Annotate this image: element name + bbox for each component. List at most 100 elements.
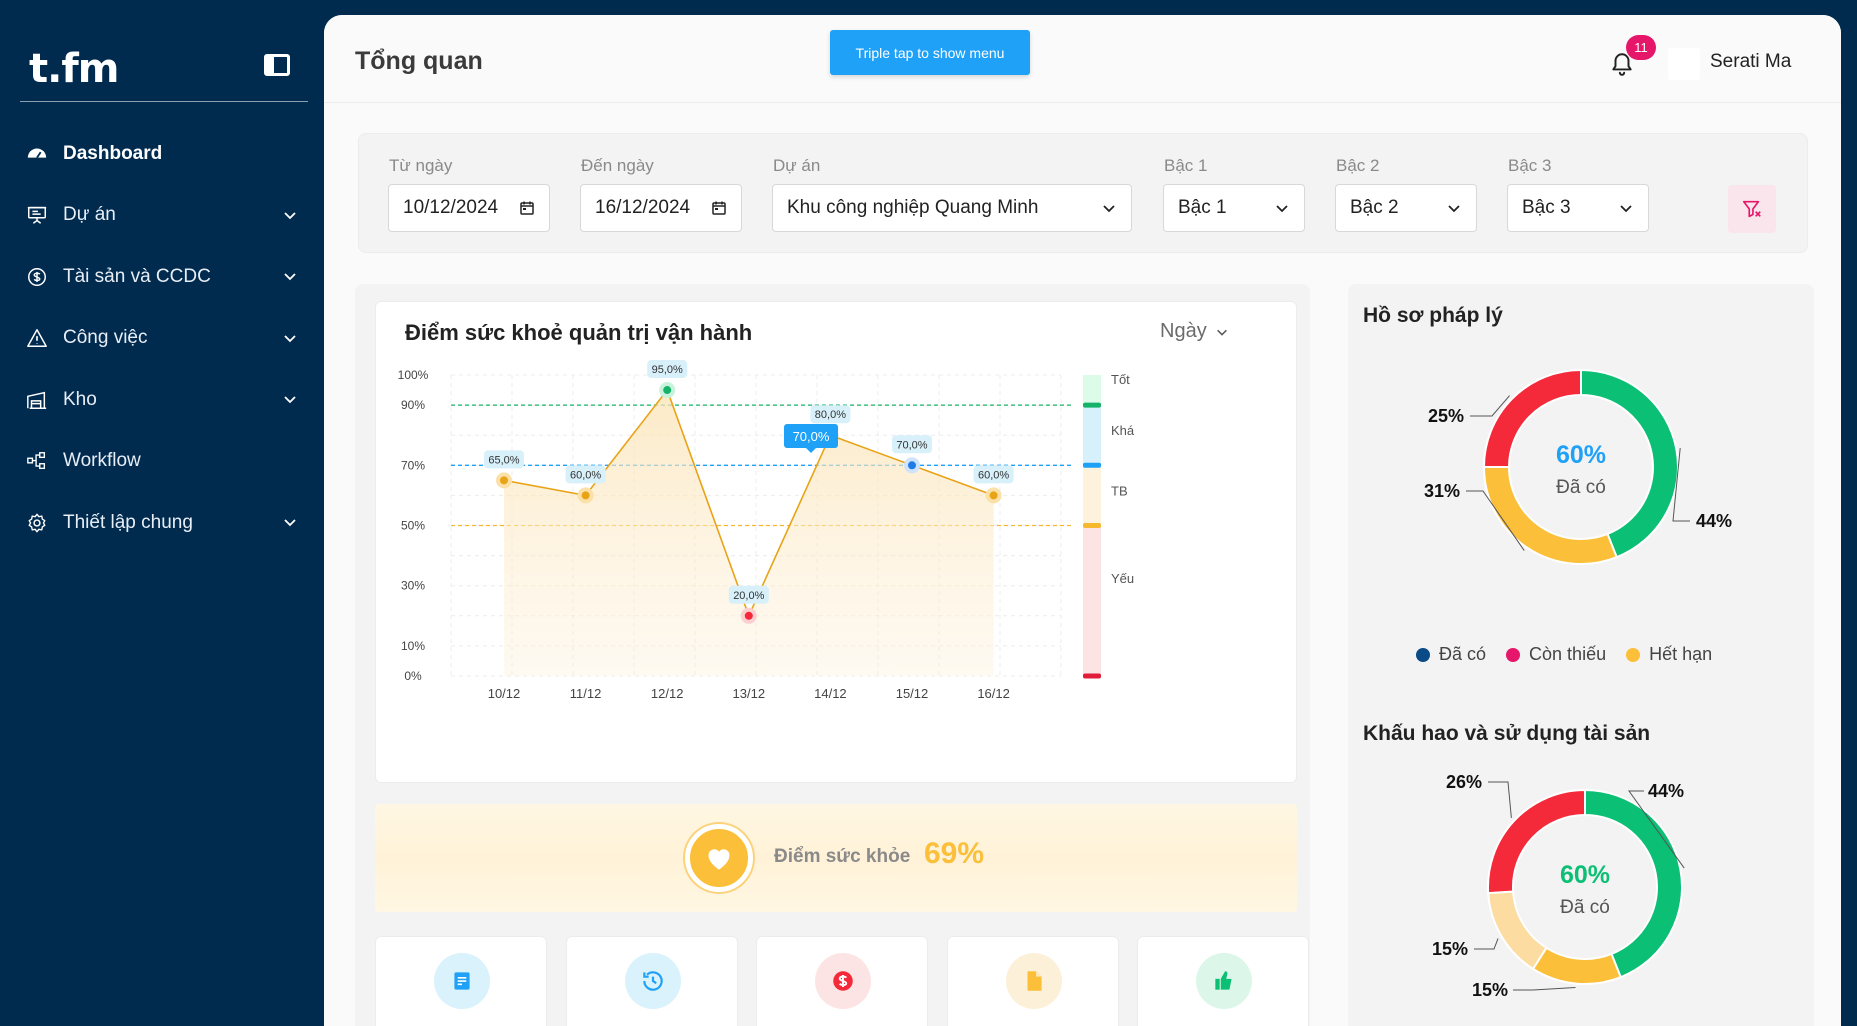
kpi-card[interactable] <box>756 936 928 1026</box>
sidebar-header: t.fm <box>20 30 308 102</box>
notification-badge: 11 <box>1626 35 1656 60</box>
data-label-bg <box>728 585 769 604</box>
data-label-bg <box>647 360 688 379</box>
avatar[interactable] <box>1668 48 1700 80</box>
donut-center-value: 60% <box>1560 861 1610 889</box>
y-tick-label: 90% <box>401 398 425 412</box>
level1-value: Bậc 1 <box>1178 197 1227 218</box>
calendar-icon[interactable] <box>519 200 535 216</box>
chevron-down-icon <box>1620 205 1632 213</box>
from-date-label: Từ ngày <box>389 156 453 175</box>
legend-label: Hết hạn <box>1649 644 1713 664</box>
sidebar-item-3[interactable]: Công việc <box>0 308 322 370</box>
sidebar-item-label: Dashboard <box>63 142 163 164</box>
data-label-bg <box>810 405 851 424</box>
donut-slice[interactable] <box>1487 788 1586 895</box>
project-select[interactable]: Khu công nghiệp Quang Minh <box>772 184 1132 232</box>
x-tick-label: 12/12 <box>651 686 684 701</box>
rating-band-marker <box>1083 673 1101 679</box>
data-point[interactable] <box>989 491 998 500</box>
legend-item[interactable]: Đã có <box>1416 644 1486 665</box>
slice-label: 44% <box>1648 781 1684 801</box>
x-tick-label: 13/12 <box>733 686 766 701</box>
sidebar-item-6[interactable]: Thiết lập chung <box>0 492 322 554</box>
sidebar: t.fm Dashboard Dự án Tài sản và CCDC Công v… <box>0 0 322 1026</box>
level3-select[interactable]: Bậc 3 <box>1507 184 1649 232</box>
project-label: Dự án <box>773 156 821 175</box>
x-tick-label: 14/12 <box>814 686 847 701</box>
chevron-down-icon[interactable] <box>282 207 298 223</box>
data-point[interactable] <box>744 611 753 620</box>
from-date-input[interactable]: 10/12/2024 <box>388 184 550 232</box>
sidebar-item-5[interactable]: Workflow <box>0 431 322 493</box>
donut-slice[interactable] <box>1531 946 1623 985</box>
data-point[interactable] <box>581 491 590 500</box>
chevron-down-icon <box>1448 205 1460 213</box>
donut-slice[interactable] <box>1482 368 1582 468</box>
slice-label: 15% <box>1472 980 1508 1000</box>
health-score-value: 69% <box>924 837 985 870</box>
rating-band <box>1083 375 1101 406</box>
legal-docs-title: Hồ sơ pháp lý <box>1363 304 1503 327</box>
file-icon <box>1027 971 1042 991</box>
chevron-down-icon[interactable] <box>282 268 298 284</box>
y-tick-label: 30% <box>401 579 425 593</box>
kpi-icon-wrap <box>1005 953 1062 1009</box>
thumbs-up-icon <box>1215 971 1232 990</box>
rating-band-label: Khá <box>1111 423 1135 438</box>
leader-line <box>1628 790 1685 869</box>
leader-line <box>1672 448 1690 522</box>
level1-select[interactable]: Bậc 1 <box>1163 184 1305 232</box>
hover-tooltip <box>784 424 838 448</box>
donut-center-label: Đã có <box>1560 897 1610 918</box>
gear-icon <box>28 513 46 533</box>
sidebar-item-1[interactable]: Dự án <box>0 185 322 247</box>
chevron-down-icon[interactable] <box>282 391 298 407</box>
level1-label: Bậc 1 <box>1164 156 1208 175</box>
kpi-icon-wrap <box>1196 953 1252 1009</box>
x-tick-label: 10/12 <box>488 686 521 701</box>
data-point[interactable] <box>908 461 916 470</box>
sidebar-item-4[interactable]: Kho <box>0 369 322 431</box>
data-label-bg <box>892 435 932 454</box>
sidebar-item-2[interactable]: Tài sản và CCDC <box>0 246 322 308</box>
sidebar-nav: Dashboard Dự án Tài sản và CCDC Công việc Kh… <box>0 123 322 554</box>
legend-dot <box>1416 647 1430 662</box>
kpi-card[interactable] <box>565 936 738 1026</box>
chevron-down-icon <box>1276 205 1288 213</box>
app-logo[interactable]: t.fm <box>29 46 119 92</box>
kpi-card[interactable] <box>946 936 1119 1026</box>
donut-center-value: 60% <box>1556 441 1606 469</box>
kpi-card[interactable] <box>375 936 547 1026</box>
level2-select[interactable]: Bậc 2 <box>1335 184 1477 232</box>
chevron-down-icon[interactable] <box>282 514 298 530</box>
to-date-value: 16/12/2024 <box>595 197 691 218</box>
sidebar-toggle-button[interactable] <box>264 54 290 76</box>
legend-item[interactable]: Còn thiếu <box>1506 644 1606 665</box>
legend-item[interactable]: Hết hạn <box>1626 644 1712 665</box>
right-section: Hồ sơ pháp lý 44% 31% 25% 60% Đã có Đã có Còn… <box>1348 284 1814 1026</box>
chevron-down-icon[interactable] <box>282 330 298 346</box>
data-point[interactable] <box>500 476 508 485</box>
clear-filter-button[interactable] <box>1728 185 1776 233</box>
project-value: Khu công nghiệp Quang Minh <box>787 197 1039 218</box>
data-label: 60,0% <box>978 469 1009 481</box>
show-menu-button[interactable]: Triple tap to show menu <box>830 30 1030 75</box>
x-tick-label: 11/12 <box>570 686 602 701</box>
sidebar-item-label: Dự án <box>63 204 116 226</box>
data-point[interactable] <box>663 386 672 395</box>
level2-value: Bậc 2 <box>1350 197 1399 218</box>
donut-slice[interactable] <box>1487 890 1548 971</box>
kpi-card[interactable]: Chỉ số khác <box>1137 936 1309 1026</box>
calendar-icon[interactable] <box>711 200 727 216</box>
to-date-input[interactable]: 16/12/2024 <box>580 184 742 232</box>
user-name[interactable]: Serati Ma <box>1710 51 1792 72</box>
donut-center-label: Đã có <box>1556 477 1606 498</box>
x-tick-label: 16/12 <box>977 686 1010 701</box>
bell-icon[interactable] <box>1609 51 1635 77</box>
health-score-label: Điểm sức khỏe <box>774 846 911 867</box>
sidebar-item-0[interactable]: Dashboard <box>0 123 322 185</box>
data-label: 20,0% <box>733 590 764 602</box>
period-select[interactable]: Ngày <box>1160 320 1229 343</box>
filter-bar: Từ ngày 10/12/2024 Đến ngày 16/12/2024 D… <box>358 133 1808 253</box>
